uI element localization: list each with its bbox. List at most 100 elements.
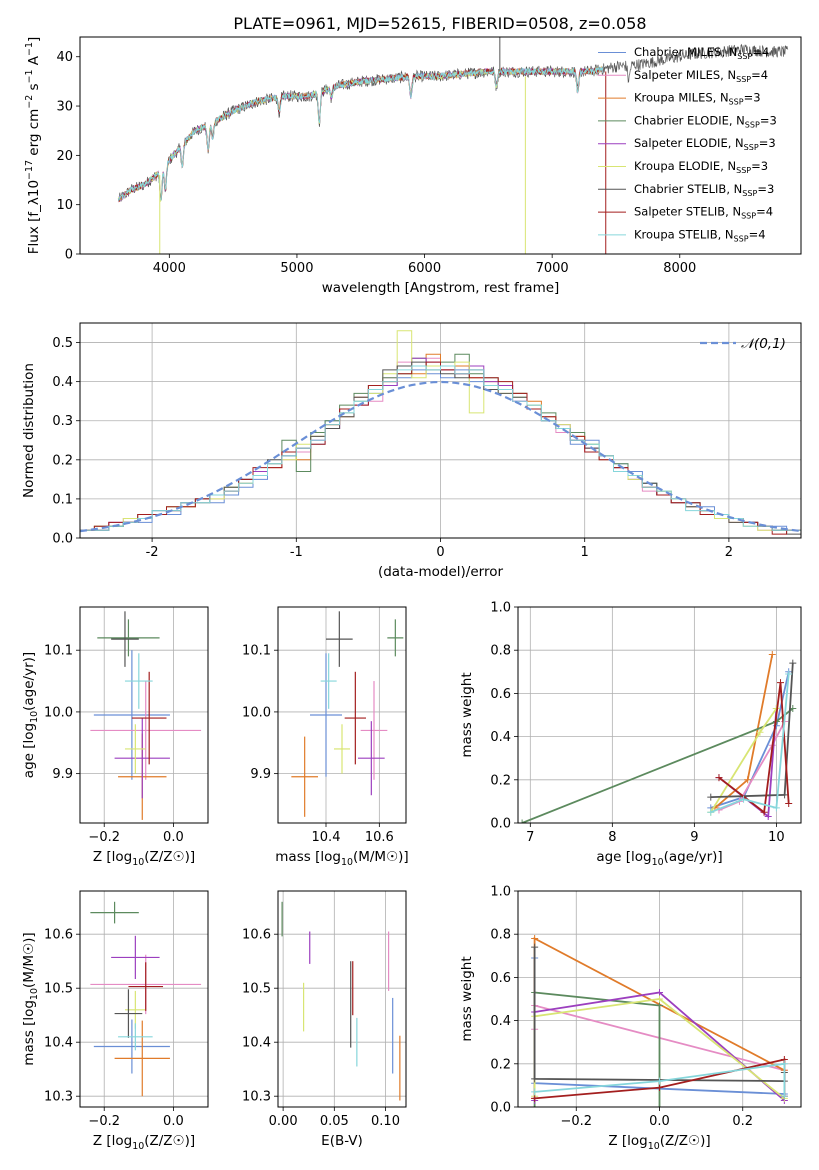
x-tick-label: 0.0 [649,1114,670,1129]
plot-area [278,607,406,823]
x-axis-label: Z [log10(Z/Z☉)] [93,1133,195,1152]
y-axis-label: mass weight [459,956,475,1041]
y-tick-label: 1.0 [490,601,511,616]
weight-line-2 [714,654,774,809]
panel-weight-vs-age: 7 8 9 10 0.0 0.2 0.4 0.6 0.8 1.0 age [log10(age/yr… [459,601,802,868]
weight-marker-4 [656,989,663,997]
x-tick-label: 10 [768,830,785,845]
panel-age-vs-z: −0.2 0.0 9.9 10.0 10.1 Z [log10(Z/Z☉)] age [lo… [21,606,209,868]
x-axis-label: E(B-V) [321,1133,363,1149]
weight-marker-6 [531,1075,539,1083]
y-tick-label: 9.9 [250,767,271,782]
panel-mass-vs-z: −0.2 0.0 10.3 10.4 10.5 10.6 Z [log10(Z/Z☉)] ma… [21,890,209,1152]
weight-marker-3 [656,1103,663,1107]
x-tick-label: −0.2 [88,830,120,845]
weight-marker-6 [789,659,797,667]
plot-area [80,323,801,538]
x-tick-label: −0.2 [88,1114,120,1129]
x-tick-label: 7 [526,830,534,845]
x-axis-label: age [log10(age/yr)] [596,849,722,868]
x-tick-label: 4000 [153,261,186,276]
weight-marker-7 [531,1094,539,1102]
axes-frame [517,890,802,1108]
y-tick-label: 0.8 [490,928,511,943]
legend-label: Salpeter STELIB, NSSP=4 [634,205,773,221]
axes-frame [79,322,802,539]
y-tick-label: 0.0 [52,532,73,547]
residuals-legend: 𝒩(0,1) [700,336,786,352]
x-tick-label: 0.05 [320,1114,349,1129]
x-axis-label: mass [log10(M/M☉)] [275,849,408,868]
weight-marker-8 [780,1060,788,1068]
x-axis-label: Z [log10(Z/Z☉)] [93,849,195,868]
x-tick-label: 5000 [280,261,313,276]
y-tick-label: 0.6 [490,687,511,702]
y-tick-label: 0.1 [52,492,73,507]
y-tick-label: 0.3 [52,414,73,429]
weight-marker-2 [744,776,752,784]
x-tick-label: 7000 [536,261,569,276]
legend-label: Chabrier MILES, NSSP=4 [634,45,769,61]
spectrum-legend: Chabrier MILES, NSSP=4 Salpeter MILES, NS… [598,45,777,243]
plot-area [117,37,789,254]
x-axis-label: (data-model)/error [378,564,504,580]
x-tick-label: 8000 [663,261,696,276]
y-tick-label: 10.6 [44,928,73,943]
y-tick-label: 10.1 [44,644,73,659]
axes-frame [79,890,209,1108]
normal-reference-curve [80,380,801,533]
x-tick-label: 0 [436,545,444,560]
weight-marker-5 [656,995,663,1003]
y-axis-label: age [log10(age/yr)] [21,652,40,778]
weight-line-0 [710,671,790,809]
y-tick-label: 0.2 [52,453,73,468]
y-tick-label: 10.1 [242,644,271,659]
x-axis-label: Z [log10(Z/Z☉)] [608,1133,710,1152]
y-axis-label: mass [log10(M/M☉)] [21,932,40,1065]
weight-marker-3 [531,1103,539,1107]
legend-label: Salpeter MILES, NSSP=4 [634,68,768,84]
y-tick-label: 30 [56,100,73,115]
y-tick-label: 0.4 [52,375,73,390]
y-tick-label: 0 [65,248,73,263]
x-tick-label: 8 [608,830,616,845]
plot-area [518,891,801,1107]
panel-age-vs-mass: 10.4 10.6 9.9 10.0 10.1 mass [log10(M/M☉)] [242,606,409,868]
plot-area [278,891,406,1107]
x-tick-label: 0.0 [163,830,184,845]
y-tick-label: 10.3 [44,1090,73,1105]
weight-line-7 [718,682,790,814]
x-tick-label: 6000 [408,261,441,276]
y-tick-label: 9.9 [52,767,73,782]
weight-marker-7 [785,800,793,808]
weight-marker-7 [776,679,784,687]
plot-area [80,891,208,1107]
y-tick-label: 0.4 [490,1014,511,1029]
weight-marker-5 [756,728,764,736]
weight-marker-4 [764,813,772,821]
panel-spectrum: 4000 5000 6000 7000 8000 0 10 20 30 40 wavelength … [24,36,802,296]
weight-line-3 [521,707,794,823]
y-axis-label: Flux [f_λ10−17 erg cm−2 s−1 A−1] [24,37,42,254]
weight-marker-2 [531,935,539,943]
y-tick-label: 0.2 [490,1057,511,1072]
plot-area [80,607,208,823]
axes-frame [517,606,802,824]
y-tick-label: 0.6 [490,971,511,986]
axes-frame [277,606,407,824]
legend-label: Kroupa MILES, NSSP=3 [634,91,761,107]
weight-marker-7 [715,774,723,782]
y-tick-label: 10.5 [242,982,271,997]
legend-label: 𝒩(0,1) [741,336,786,352]
x-tick-label: 0.10 [371,1114,400,1129]
weight-marker-8 [780,1092,788,1100]
x-tick-label: 10.4 [312,830,341,845]
weight-line-8 [534,1062,786,1097]
weight-marker-2 [768,651,776,659]
y-tick-label: 0.4 [490,730,511,745]
weight-marker-6 [531,943,539,951]
y-tick-label: 10.4 [242,1036,271,1051]
weight-marker-7 [656,1084,663,1092]
y-tick-label: 10 [56,198,73,213]
